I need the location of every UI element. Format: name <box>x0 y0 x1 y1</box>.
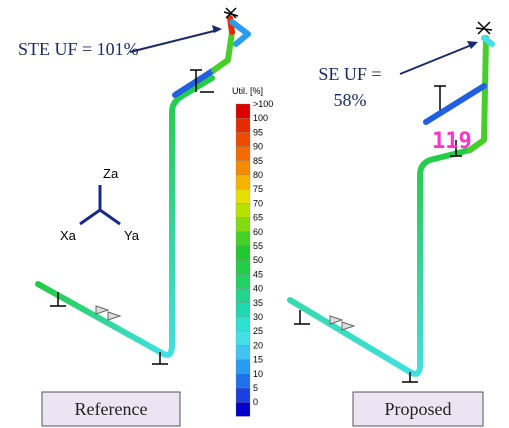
proposed-label: Proposed <box>385 399 452 419</box>
legend-label: >100 <box>253 99 273 109</box>
legend-swatch <box>236 218 250 232</box>
right-note-line2: 58% <box>334 90 367 110</box>
legend-swatch <box>236 289 250 303</box>
legend-swatch <box>236 317 250 331</box>
legend-swatch <box>236 232 250 246</box>
legend-swatch <box>236 147 250 161</box>
legend: Util. [%] >10010095908580757065605550454… <box>232 86 273 416</box>
legend-label: 30 <box>253 312 263 322</box>
axis-y-label: Ya <box>124 228 140 243</box>
pipe <box>290 150 470 374</box>
legend-label: 70 <box>253 198 263 208</box>
arrowhead <box>467 41 478 49</box>
legend-swatch <box>236 331 250 345</box>
legend-label: 20 <box>253 340 263 350</box>
legend-label: 90 <box>253 142 263 152</box>
marker-number: 119 <box>432 129 472 154</box>
pipe <box>38 284 160 352</box>
legend-swatch <box>236 402 250 416</box>
legend-swatch <box>236 132 250 146</box>
legend-title: Util. [%] <box>232 86 263 96</box>
axis-x <box>80 210 100 224</box>
reference-label: Reference <box>75 399 148 419</box>
legend-swatch <box>236 246 250 260</box>
legend-label: 50 <box>253 255 263 265</box>
pipe <box>426 86 484 122</box>
legend-swatch <box>236 274 250 288</box>
legend-label: 60 <box>253 227 263 237</box>
anchor <box>476 22 492 34</box>
legend-label: 95 <box>253 127 263 137</box>
legend-label: 65 <box>253 213 263 223</box>
legend-swatch <box>236 118 250 132</box>
legend-label: 100 <box>253 113 268 123</box>
legend-swatch <box>236 360 250 374</box>
legend-label: 85 <box>253 156 263 166</box>
arrow <box>130 30 218 52</box>
axis-y <box>100 210 120 224</box>
legend-label: 80 <box>253 170 263 180</box>
legend-label: 0 <box>253 397 258 407</box>
legend-swatch <box>236 161 250 175</box>
legend-label: 55 <box>253 241 263 251</box>
left-note: STE UF = 101% <box>18 39 139 59</box>
legend-swatch <box>236 388 250 402</box>
legend-label: 35 <box>253 298 263 308</box>
legend-label: 5 <box>253 383 258 393</box>
right-note-line1: SE UF = <box>318 64 381 84</box>
legend-label: 40 <box>253 284 263 294</box>
axis-z-label: Za <box>103 166 119 181</box>
diagram: STE UF = 101% Za Xa Ya Util. [%] >100100… <box>0 0 509 428</box>
legend-swatch <box>236 104 250 118</box>
support <box>50 70 214 364</box>
reference-model: STE UF = 101% <box>18 8 248 364</box>
legend-swatch <box>236 260 250 274</box>
legend-label: 10 <box>253 369 263 379</box>
legend-swatch <box>236 203 250 217</box>
pipe <box>214 32 232 70</box>
legend-label: 25 <box>253 326 263 336</box>
legend-swatch <box>236 189 250 203</box>
legend-swatch <box>236 175 250 189</box>
legend-label: 75 <box>253 184 263 194</box>
legend-label: 45 <box>253 269 263 279</box>
pipe <box>160 78 212 355</box>
legend-swatch <box>236 303 250 317</box>
legend-swatch <box>236 374 250 388</box>
proposed-model: SE UF = 58% 119 <box>290 22 492 382</box>
legend-swatch <box>236 345 250 359</box>
legend-label: 15 <box>253 355 263 365</box>
axis-triad <box>80 185 120 224</box>
arrow <box>400 44 474 74</box>
axis-x-label: Xa <box>60 228 77 243</box>
